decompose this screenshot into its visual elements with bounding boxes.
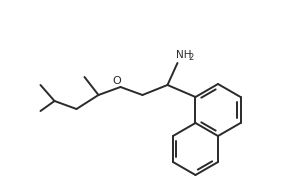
Text: 2: 2 — [189, 53, 194, 62]
Text: NH: NH — [176, 50, 192, 60]
Text: O: O — [112, 76, 121, 86]
